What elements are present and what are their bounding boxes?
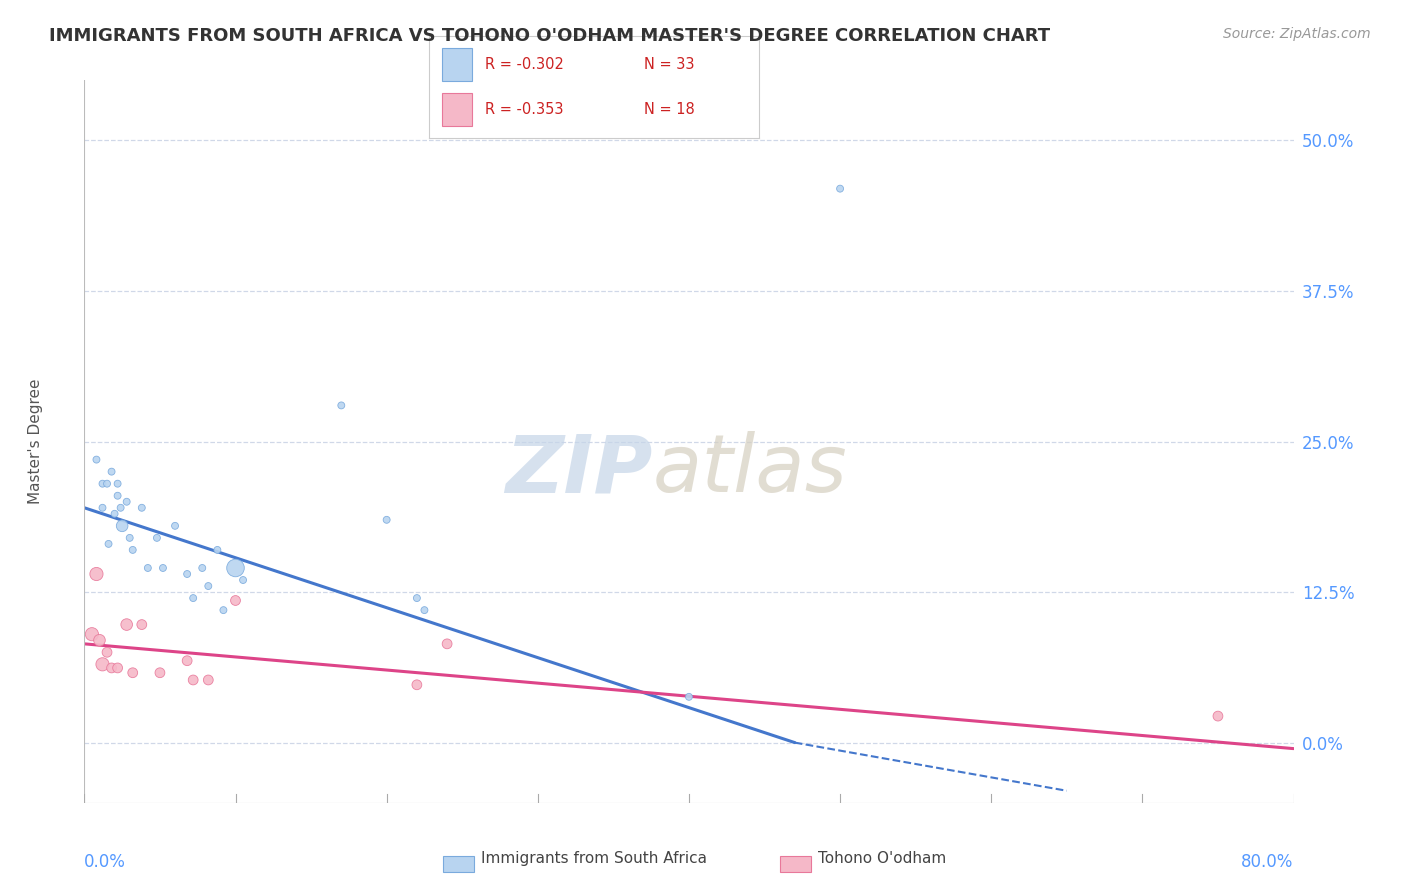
Point (121, 542, 143, 557)
Point (197, 579, 219, 593)
Point (225, 593, 247, 607)
Point (86, 567, 108, 582)
Point (165, 519, 187, 533)
Point (181, 673, 204, 687)
Point (91, 500, 114, 515)
Text: R = -0.302: R = -0.302 (485, 57, 564, 72)
Point (89, 633, 111, 648)
Point (406, 678, 429, 692)
Point (197, 673, 219, 687)
Point (330, 398, 353, 412)
Point (86, 452, 108, 467)
Text: R = -0.353: R = -0.353 (485, 102, 564, 117)
Point (1206, 709, 1229, 723)
Point (131, 500, 153, 515)
Point (212, 603, 235, 617)
Point (830, 182, 852, 196)
FancyBboxPatch shape (441, 48, 472, 81)
Point (131, 617, 153, 632)
Point (436, 637, 458, 651)
Point (111, 519, 134, 533)
Point (91, 657, 114, 672)
Text: N = 33: N = 33 (644, 57, 695, 72)
Point (176, 567, 198, 582)
Text: atlas: atlas (652, 432, 848, 509)
Point (115, 617, 138, 632)
Point (152, 561, 174, 575)
Point (118, 531, 141, 545)
Point (176, 654, 198, 668)
Point (107, 476, 129, 491)
Point (232, 573, 254, 587)
Point (225, 561, 247, 575)
Point (96, 476, 118, 491)
Point (80, 627, 103, 641)
Point (121, 665, 143, 680)
Point (181, 591, 204, 606)
Point (107, 661, 129, 675)
Point (136, 561, 159, 575)
Point (375, 513, 398, 527)
Point (146, 531, 169, 545)
Point (100, 661, 122, 675)
Point (100, 465, 122, 479)
Text: Immigrants from South Africa: Immigrants from South Africa (481, 851, 707, 865)
Point (191, 561, 214, 575)
Point (406, 591, 429, 606)
Point (110, 500, 132, 515)
Point (96, 645, 118, 659)
Text: IMMIGRANTS FROM SOUTH AFRICA VS TOHONO O'ODHAM MASTER'S DEGREE CORRELATION CHART: IMMIGRANTS FROM SOUTH AFRICA VS TOHONO O… (49, 27, 1050, 45)
Text: Tohono O'odham: Tohono O'odham (818, 851, 946, 865)
Point (97, 537, 120, 551)
Point (149, 665, 172, 680)
Text: Master's Degree: Master's Degree (28, 379, 44, 504)
Point (91, 476, 114, 491)
Point (207, 542, 229, 557)
Point (107, 489, 129, 503)
Point (115, 494, 138, 508)
Point (104, 507, 127, 521)
Text: 0.0%: 0.0% (84, 854, 127, 871)
Point (678, 690, 700, 704)
FancyBboxPatch shape (441, 93, 472, 126)
Text: ZIP: ZIP (505, 432, 652, 509)
Text: 80.0%: 80.0% (1241, 854, 1294, 871)
Text: N = 18: N = 18 (644, 102, 695, 117)
Text: Source: ZipAtlas.com: Source: ZipAtlas.com (1223, 27, 1371, 41)
Point (413, 603, 436, 617)
